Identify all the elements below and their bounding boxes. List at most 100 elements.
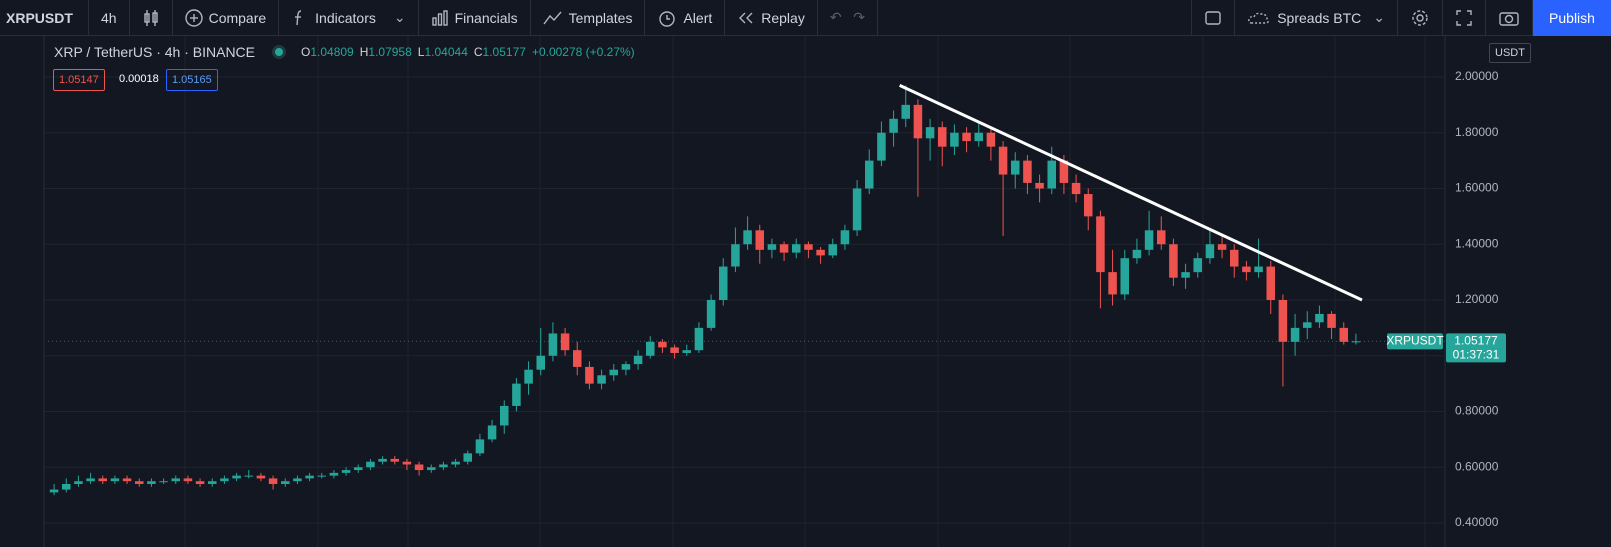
ask[interactable]: 1.05165 [166, 69, 218, 91]
bid[interactable]: 1.05147 [53, 69, 105, 91]
high: 1.07958 [368, 45, 412, 59]
financials[interactable]: Financials [419, 0, 531, 36]
templates-icon [543, 11, 562, 24]
trend-line [899, 83, 1363, 302]
chart: 2.000001.800001.600001.400001.200001.000… [43, 36, 1506, 547]
compare[interactable]: Compare [173, 0, 280, 36]
candle-body [1096, 216, 1105, 273]
candle-body [475, 439, 485, 454]
candle-body [1035, 182, 1044, 189]
candle-body [950, 132, 959, 147]
candle-body [74, 481, 83, 484]
candle-body [110, 478, 120, 482]
candle-body [147, 481, 156, 484]
candle-body [1205, 244, 1215, 259]
candle-body [986, 132, 996, 147]
candle-body [1193, 258, 1203, 273]
countdown: 01:37:31 [1453, 347, 1500, 361]
candle-body [1047, 160, 1057, 189]
candle-body [341, 470, 351, 473]
candle-body [353, 467, 363, 471]
indicators[interactable]: Indicators ⌄ [279, 0, 419, 36]
candle-body [585, 366, 594, 384]
price-badge-text: 1.05177 [1454, 333, 1498, 347]
candle-body [402, 461, 412, 465]
layout[interactable] [1191, 0, 1236, 36]
alert[interactable]: Alert [645, 0, 726, 36]
candle-body [1108, 272, 1117, 295]
l-label: L [417, 45, 425, 59]
candle-body [718, 266, 728, 301]
replay[interactable]: Replay [725, 0, 818, 36]
gear-icon [1412, 9, 1428, 26]
candle-body [609, 369, 619, 376]
symbol-title: XRP / TetherUS · 4h · BINANCE [54, 44, 255, 60]
spread: 0.00018 [119, 73, 159, 85]
candle-body [378, 458, 387, 462]
candle-body [220, 478, 229, 482]
candle-body [463, 453, 473, 462]
candle-body [597, 375, 606, 384]
price-badge [1446, 333, 1506, 363]
label: Financials [454, 9, 518, 26]
settings[interactable] [1398, 0, 1443, 36]
label: Replay [761, 9, 805, 26]
undo-redo[interactable]: ↶ ↷ [818, 0, 878, 36]
candle-body [1071, 182, 1081, 195]
candle-body [512, 383, 521, 406]
y-tick-label: 0.40000 [1455, 515, 1499, 529]
candle-body [366, 461, 375, 468]
candle-body [183, 478, 193, 482]
candle-icon [143, 9, 158, 26]
symbol[interactable]: XRPUSDT [0, 0, 89, 36]
candle-body [633, 355, 643, 365]
low: 1.04044 [424, 45, 468, 59]
candle-body [1302, 322, 1312, 328]
candle-body [451, 461, 460, 465]
y-tick-label: 0.60000 [1455, 459, 1499, 473]
currency[interactable]: USDT [1489, 43, 1531, 63]
publish-button[interactable]: Publish [1533, 0, 1611, 36]
candle-body [61, 483, 71, 490]
candle-body [731, 244, 740, 267]
interval[interactable]: 4h [89, 0, 130, 36]
candle-body [694, 327, 704, 351]
templates[interactable]: Templates [531, 0, 646, 36]
candle-body [1339, 327, 1349, 342]
y-tick-label: 2.00000 [1455, 69, 1499, 83]
candle-body [779, 244, 789, 253]
status-dot [275, 48, 283, 56]
candle-body [962, 132, 971, 142]
label: Alert [683, 9, 713, 26]
candle-body [293, 478, 302, 482]
candle-body [487, 425, 497, 440]
label: Spreads BTC [1277, 9, 1362, 26]
candle-body [134, 481, 144, 484]
candle-body [755, 230, 765, 250]
label: Compare [208, 9, 267, 26]
candle-body [171, 478, 181, 482]
candle-body [414, 464, 424, 471]
candle-body [1254, 266, 1263, 273]
spreads[interactable]: Spreads BTC ⌄ [1235, 0, 1398, 36]
c-label: C [473, 45, 483, 59]
candle-body [1266, 266, 1276, 301]
candle-body [560, 333, 570, 351]
candle-body [864, 160, 874, 189]
candle-body [1327, 313, 1336, 328]
y-tick-label: 1.40000 [1455, 236, 1499, 250]
candle-body [840, 230, 850, 245]
snapshot[interactable] [1486, 0, 1533, 36]
candle-body [852, 188, 862, 231]
candle-body [122, 478, 132, 482]
chart-type[interactable] [130, 0, 173, 36]
fullscreen-icon [1456, 9, 1472, 26]
candle-body [791, 244, 801, 253]
legend: XRP / TetherUS · 4h · BINANCE O 1.04809 H… [54, 44, 635, 60]
candle-body [1229, 249, 1239, 267]
candle-body [937, 127, 947, 147]
candle-body [877, 132, 886, 161]
fullscreen[interactable] [1443, 0, 1486, 36]
candle-body [548, 333, 558, 356]
open: 1.04809 [310, 45, 354, 59]
